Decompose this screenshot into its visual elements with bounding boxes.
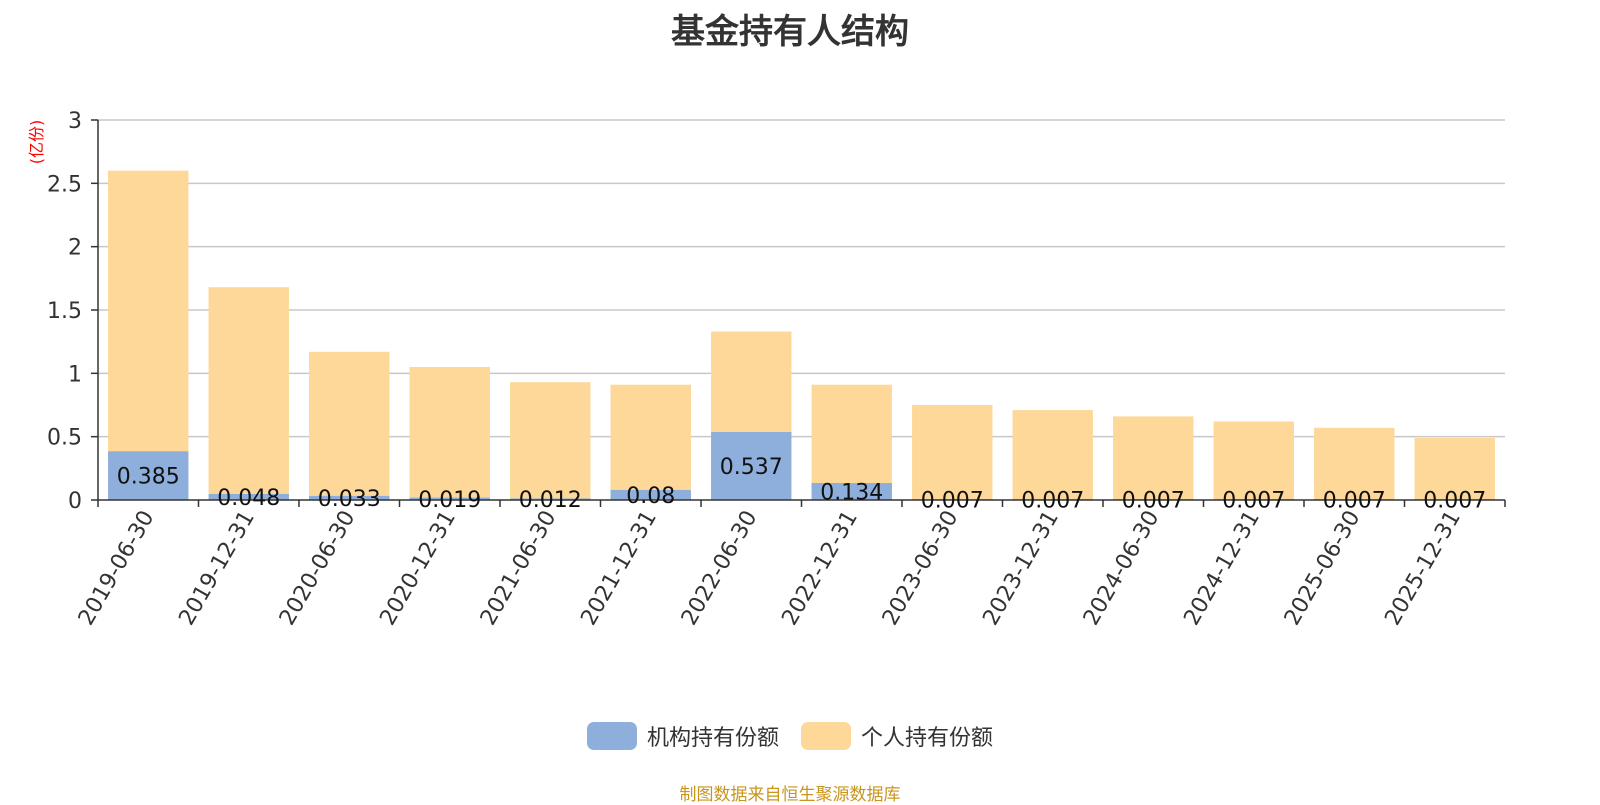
source-note: 制图数据来自恒生聚源数据库: [679, 785, 901, 805]
legend-item-institutional[interactable]: 机构持有份额: [586, 720, 779, 752]
x-tick-label: 2022-06-30: [677, 507, 763, 630]
bar-institutional: [510, 498, 591, 500]
data-label: 0.007: [1423, 489, 1486, 514]
bar-individual: [711, 331, 792, 432]
data-label: 0.019: [418, 488, 481, 513]
bar-institutional: [309, 495, 390, 500]
bar-individual: [409, 367, 490, 498]
legend-swatch-individual: [801, 722, 851, 750]
y-tick-label: 2.5: [47, 172, 82, 197]
data-label: 0.033: [318, 487, 381, 512]
data-label: 0.08: [626, 484, 675, 509]
x-tick-label: 2019-12-31: [174, 507, 260, 630]
y-tick-label: 2: [68, 236, 82, 261]
legend-swatch-institutional: [586, 722, 637, 750]
y-tick-label: 0.5: [47, 426, 82, 451]
x-tick-label: 2024-06-30: [1079, 507, 1165, 630]
x-tick-label: 2023-12-31: [978, 507, 1064, 630]
legend-item-individual[interactable]: 个人持有份额: [801, 720, 993, 752]
legend-label-individual: 个人持有份额: [861, 726, 994, 751]
x-tick-label: 2019-06-30: [74, 507, 160, 630]
bar-individual: [1213, 421, 1294, 500]
data-label: 0.048: [217, 486, 280, 511]
legend: 机构持有份额 个人持有份额: [0, 720, 1580, 752]
data-label: 0.537: [720, 455, 783, 480]
data-label: 0.007: [1222, 489, 1285, 514]
bar-individual: [1314, 427, 1395, 500]
data-label: 0.007: [1122, 489, 1185, 514]
x-tick-label: 2021-12-31: [576, 507, 662, 630]
y-tick-label: 0: [68, 489, 82, 514]
bar-individual: [912, 405, 993, 500]
bars: [108, 170, 1495, 500]
bar-individual: [1012, 410, 1093, 500]
x-tick-label: 2021-06-30: [476, 507, 562, 630]
chart-title: 基金持有人结构: [671, 12, 909, 52]
bar-individual: [208, 287, 289, 494]
y-tick-label: 3: [68, 109, 82, 134]
bar-institutional: [711, 431, 792, 500]
x-tick-label: 2025-12-31: [1380, 507, 1466, 630]
x-tick-label: 2025-06-30: [1280, 507, 1366, 630]
x-tick-label: 2020-06-30: [275, 507, 361, 630]
data-label: 0.007: [1021, 489, 1084, 514]
y-tick-label: 1.5: [47, 299, 82, 324]
x-tick-label: 2023-06-30: [878, 507, 964, 630]
x-tick-label: 2022-12-31: [777, 507, 863, 630]
bar-individual: [610, 384, 691, 490]
bar-individual: [1113, 416, 1194, 500]
bar-individual: [309, 351, 390, 496]
data-labels: 0.385 0.048 0.033 0.019 0.012 0.08 0.537 0.134 0…: [117, 455, 1486, 514]
legend-label-institutional: 机构持有份额: [646, 726, 779, 751]
data-label: 0.012: [519, 488, 582, 513]
bar-individual: [108, 170, 189, 452]
bar-individual: [1414, 437, 1495, 500]
data-label: 0.385: [117, 465, 180, 490]
data-label: 0.007: [1323, 489, 1386, 514]
y-tick-label: 1: [68, 362, 82, 387]
bar-institutional: [409, 497, 490, 500]
x-tick-label: 2020-12-31: [375, 507, 461, 630]
bar-institutional: [811, 483, 892, 500]
data-label: 0.007: [921, 489, 984, 514]
bar-individual: [811, 384, 892, 484]
bar-institutional: [108, 451, 189, 500]
y-axis-unit-label: (亿份): [27, 120, 46, 165]
x-tick-label: 2024-12-31: [1179, 507, 1265, 630]
bar-institutional: [610, 489, 691, 500]
data-label: 0.134: [820, 481, 883, 506]
bar-individual: [510, 382, 591, 499]
bar-institutional: [208, 493, 289, 500]
